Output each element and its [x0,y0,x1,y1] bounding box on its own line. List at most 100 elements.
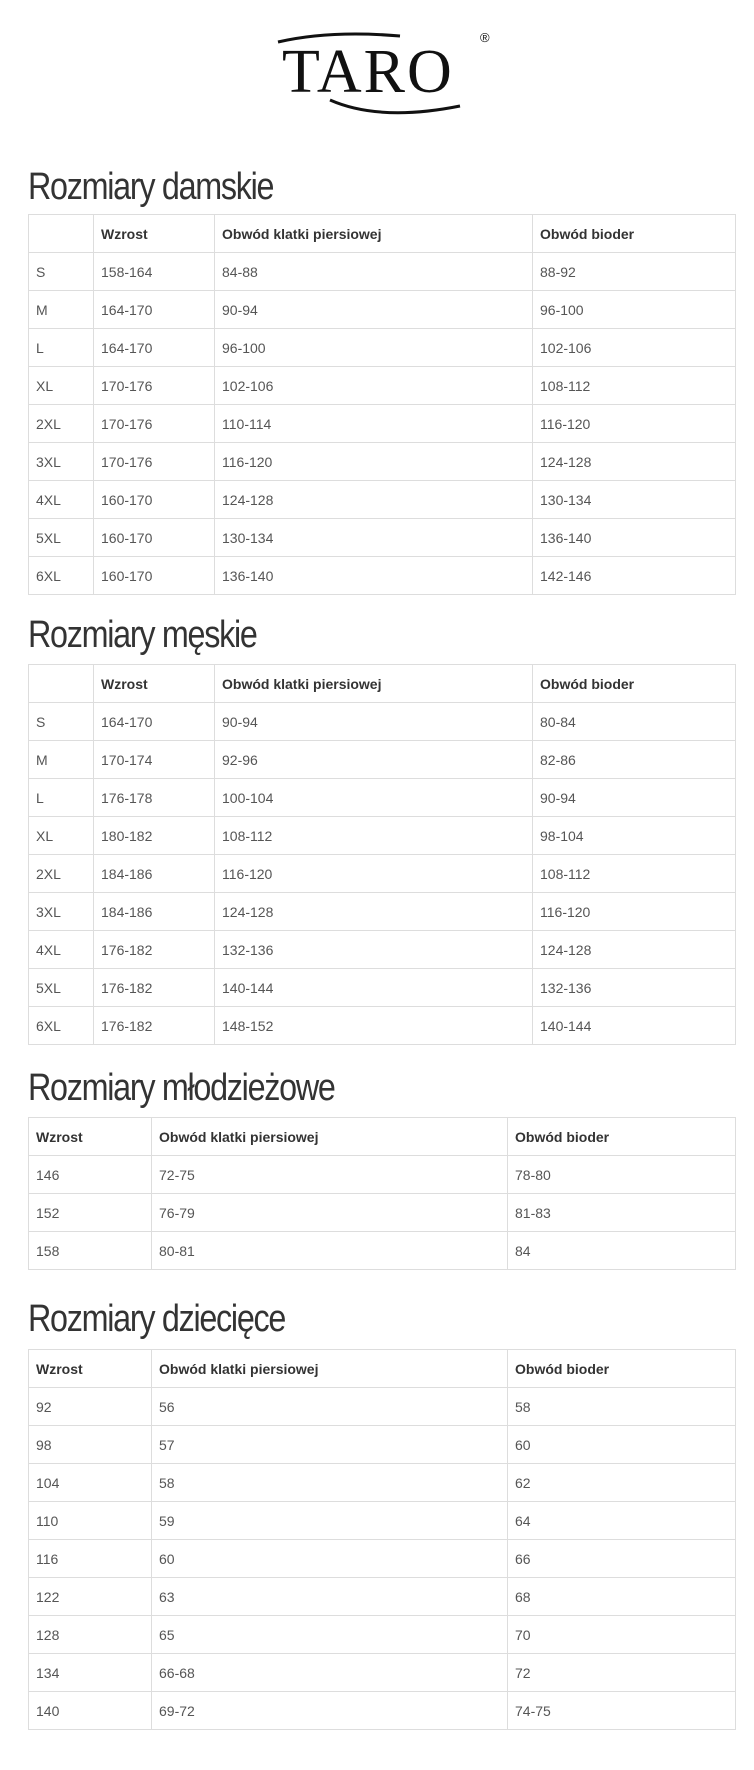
table-row: 4XL 176-182 132-136 124-128 [28,930,736,969]
table-cell: 184-186 [93,892,215,931]
table-row: 128 65 70 [28,1615,736,1654]
table-cell: 84 [507,1231,736,1270]
table-cell: 63 [151,1577,508,1616]
table-cell: 140-144 [532,1006,736,1045]
table-cell: 160-170 [93,556,215,595]
table-cell: 124-128 [532,442,736,481]
table-cell: 110 [28,1501,152,1540]
header-cell: Wzrost [93,214,215,253]
table-row: L 164-170 96-100 102-106 [28,328,736,367]
table-cell: 2XL [28,854,94,893]
table-cell: 164-170 [93,702,215,741]
table-cell: 124-128 [214,892,533,931]
logo-mark: ® [480,30,490,45]
table-cell: 176-182 [93,968,215,1007]
table-cell: 124-128 [532,930,736,969]
table-cell: 170-176 [93,404,215,443]
table-cell: 124-128 [214,480,533,519]
table-cell: 64 [507,1501,736,1540]
table-cell: 74-75 [507,1691,736,1730]
table-cell: 5XL [28,968,94,1007]
table-cell: 5XL [28,518,94,557]
table-cell: 2XL [28,404,94,443]
section-title: Rozmiary damskie [28,166,275,208]
table-cell: 60 [507,1425,736,1464]
table-cell: 72-75 [151,1155,508,1194]
table-cell: 102-106 [532,328,736,367]
table-cell: 176-182 [93,1006,215,1045]
table-cell: 58 [507,1387,736,1426]
section-title: Rozmiary młodzieżowe [28,1067,336,1109]
table-cell: M [28,290,94,329]
table-cell: 142-146 [532,556,736,595]
table-cell: 130-134 [214,518,533,557]
table-cell: 116-120 [532,892,736,931]
table-cell: 6XL [28,556,94,595]
header-cell: Obwód bioder [507,1117,736,1156]
table-cell: 96-100 [532,290,736,329]
table-cell: 4XL [28,480,94,519]
table-cell: 164-170 [93,328,215,367]
table-cell: 60 [151,1539,508,1578]
table-cell: 136-140 [532,518,736,557]
header-cell: Wzrost [28,1349,152,1388]
table-row: L 176-178 100-104 90-94 [28,778,736,817]
table-cell: 81-83 [507,1193,736,1232]
table-row: 6XL 160-170 136-140 142-146 [28,556,736,595]
table-cell: 152 [28,1193,152,1232]
table-cell: 170-176 [93,366,215,405]
table-row: 98 57 60 [28,1425,736,1464]
table-cell: 4XL [28,930,94,969]
table-cell: 92 [28,1387,152,1426]
table-cell: 70 [507,1615,736,1654]
table-cell: 98 [28,1425,152,1464]
table-cell: 66 [507,1539,736,1578]
table-cell: 3XL [28,442,94,481]
table-cell: S [28,702,94,741]
table-cell: M [28,740,94,779]
header-row: Wzrost Obwód klatki piersiowej Obwód biode… [28,1117,736,1156]
table-row: 6XL 176-182 148-152 140-144 [28,1006,736,1045]
logo: TARO ® [277,30,490,115]
table-row: 2XL 184-186 116-120 108-112 [28,854,736,893]
table-cell: 3XL [28,892,94,931]
table-cell: 90-94 [214,290,533,329]
table-row: S 158-164 84-88 88-92 [28,252,736,291]
table-cell: 116-120 [532,404,736,443]
table-row: 3XL 184-186 124-128 116-120 [28,892,736,931]
table-cell: 57 [151,1425,508,1464]
table-cell: 62 [507,1463,736,1502]
size-table: Wzrost Obwód klatki piersiowej Obwód biode… [28,214,736,595]
header-cell: Obwód bioder [532,664,736,703]
table-cell: 116-120 [214,442,533,481]
table-cell: 140-144 [214,968,533,1007]
header-cell [28,664,94,703]
table-row: 122 63 68 [28,1577,736,1616]
table-row: 5XL 160-170 130-134 136-140 [28,518,736,557]
header-row: Wzrost Obwód klatki piersiowej Obwód biode… [28,664,736,703]
table-cell: 108-112 [214,816,533,855]
table-cell: 122 [28,1577,152,1616]
table-cell: 146 [28,1155,152,1194]
table-cell: L [28,328,94,367]
table-row: 110 59 64 [28,1501,736,1540]
table-row: 158 80-81 84 [28,1231,736,1270]
table-cell: 176-178 [93,778,215,817]
header-cell: Obwód klatki piersiowej [151,1349,508,1388]
table-cell: 176-182 [93,930,215,969]
table-row: 104 58 62 [28,1463,736,1502]
table-cell: 104 [28,1463,152,1502]
table-cell: 68 [507,1577,736,1616]
table-row: M 164-170 90-94 96-100 [28,290,736,329]
table-cell: 160-170 [93,518,215,557]
header-cell: Wzrost [93,664,215,703]
table-cell: 59 [151,1501,508,1540]
table-cell: 96-100 [214,328,533,367]
table-cell: 128 [28,1615,152,1654]
table-row: 3XL 170-176 116-120 124-128 [28,442,736,481]
header-cell: Obwód klatki piersiowej [214,214,533,253]
table-cell: 116 [28,1539,152,1578]
table-cell: 65 [151,1615,508,1654]
table-cell: 148-152 [214,1006,533,1045]
